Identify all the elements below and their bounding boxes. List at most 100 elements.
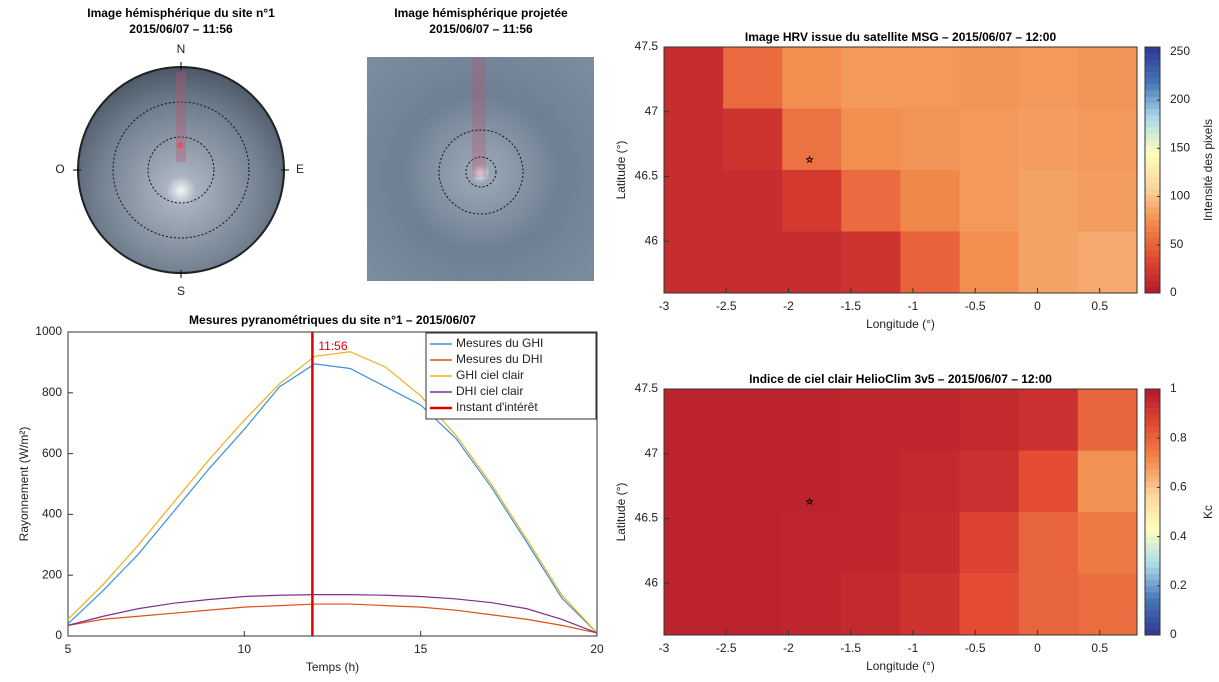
heat-cell <box>1018 512 1079 574</box>
x-axis-label: Longitude (°) <box>866 317 935 331</box>
colorbar-segment <box>1145 262 1160 269</box>
heat-cell <box>664 231 724 294</box>
colorbar-tick-label: 0.4 <box>1170 529 1187 543</box>
colorbar-segment <box>1145 505 1160 513</box>
x-tick-label: -2 <box>783 299 794 313</box>
colorbar-segment <box>1145 249 1160 257</box>
heat-cell <box>900 389 961 451</box>
heat-cell <box>841 512 901 574</box>
heat-cell <box>900 450 961 513</box>
colorbar-tick-label: 200 <box>1170 92 1190 106</box>
colorbar-segment <box>1145 555 1160 562</box>
x-tick-label: 0.5 <box>1091 299 1108 313</box>
series-line <box>67 603 598 634</box>
colorbar-segment <box>1145 145 1160 153</box>
y-tick-label: 400 <box>42 507 62 521</box>
panel-title: Image hémisphérique projetée <box>394 6 568 20</box>
colorbar-segment <box>1145 114 1160 122</box>
colorbar-segment <box>1145 231 1160 239</box>
colorbar-segment <box>1145 487 1160 495</box>
colorbar-tick-label: 250 <box>1170 44 1190 58</box>
colorbar-segment <box>1145 475 1160 482</box>
heat-cell <box>723 573 783 636</box>
marker-label: 11:56 <box>318 339 347 353</box>
colorbar-segment <box>1145 524 1160 531</box>
heat-cell <box>1077 573 1138 636</box>
colorbar-segment <box>1145 243 1160 251</box>
heat-cell <box>959 389 1020 451</box>
colorbar-segment <box>1145 71 1160 79</box>
heat-cell <box>1018 573 1079 636</box>
heat-cell <box>900 512 961 574</box>
direction-label: O <box>55 162 64 176</box>
heat-cell <box>1077 389 1138 451</box>
x-tick-label: 5 <box>65 642 72 656</box>
y-tick-label: 47.5 <box>635 39 659 53</box>
heat-cell <box>1077 512 1138 574</box>
legend-label: Instant d'intérêt <box>456 400 538 414</box>
heat-cell <box>841 47 901 109</box>
y-tick-label: 1000 <box>35 324 62 338</box>
colorbar-tick-label: 0 <box>1170 285 1177 299</box>
heat-cell <box>959 47 1020 109</box>
colorbar-segment <box>1145 561 1160 568</box>
plot-frame <box>663 388 1138 636</box>
y-axis-label: Latitude (°) <box>614 141 628 200</box>
heat-cell <box>900 47 961 109</box>
colorbar-segment <box>1145 604 1160 611</box>
colorbar-segment <box>1145 628 1160 636</box>
heat-cell <box>723 108 783 171</box>
heat-cell <box>664 450 724 513</box>
x-tick-label: -3 <box>659 641 670 655</box>
heat-cell <box>723 47 783 109</box>
heat-cell <box>723 170 783 232</box>
colorbar-segment <box>1145 126 1160 134</box>
heat-cell <box>782 450 842 513</box>
heat-cell <box>782 512 842 574</box>
colorbar-segment <box>1145 133 1160 140</box>
heat-cell <box>1018 47 1079 109</box>
heat-cell <box>841 231 901 294</box>
y-tick-label: 46.5 <box>635 169 659 183</box>
heat-cell <box>782 231 842 294</box>
heat-cell <box>841 573 901 636</box>
colorbar-segment <box>1145 237 1160 245</box>
y-tick-label: 46 <box>645 233 659 247</box>
colorbar-segment <box>1145 536 1160 544</box>
colorbar-segment <box>1145 83 1160 91</box>
colorbar-segment <box>1145 432 1160 439</box>
colorbar-segment <box>1145 610 1160 618</box>
heat-cell <box>841 108 901 171</box>
colorbar-frame <box>1144 46 1161 294</box>
legend-label: Mesures du GHI <box>456 336 543 350</box>
chart-title: Image HRV issue du satellite MSG – 2015/… <box>745 30 1057 44</box>
heat-cell <box>664 573 724 636</box>
y-tick-label: 800 <box>42 385 62 399</box>
plot-frame <box>663 46 1138 294</box>
site-marker <box>805 497 814 506</box>
heat-cell <box>664 47 724 109</box>
heat-cell <box>664 512 724 574</box>
series-line <box>67 363 598 634</box>
heat-cell <box>664 389 724 451</box>
heat-cell <box>723 389 783 451</box>
heat-cell <box>1018 108 1079 171</box>
x-tick-label: -0.5 <box>965 641 986 655</box>
colorbar-segment <box>1145 200 1160 208</box>
colorbar-tick-label: 50 <box>1170 237 1184 251</box>
colorbar-segment <box>1145 286 1160 294</box>
colorbar-segment <box>1145 139 1160 146</box>
y-tick-label: 46.5 <box>635 511 659 525</box>
heat-cell <box>1018 231 1079 294</box>
heat-cell <box>664 170 724 232</box>
colorbar-segment <box>1145 585 1160 593</box>
colorbar-segment <box>1145 401 1160 408</box>
x-tick-label: 0.5 <box>1091 641 1108 655</box>
x-tick-label: -1 <box>908 641 919 655</box>
x-tick-label: -2.5 <box>716 299 737 313</box>
colorbar-segment <box>1145 120 1160 128</box>
colorbar-segment <box>1145 512 1160 519</box>
colorbar-tick-label: 0 <box>1170 627 1177 641</box>
colorbar-segment <box>1145 108 1160 116</box>
